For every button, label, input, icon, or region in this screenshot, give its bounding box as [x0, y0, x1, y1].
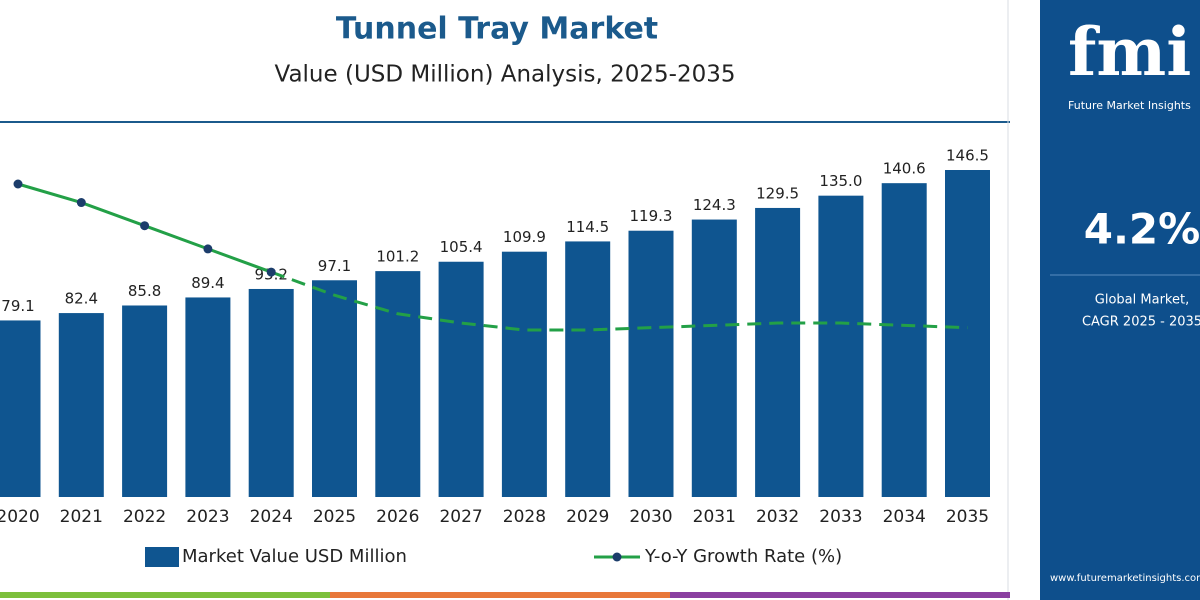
- footer-stripe: [330, 592, 670, 598]
- data-label: 101.2: [376, 248, 419, 266]
- legend-label: Y-o-Y Growth Rate (%): [644, 546, 842, 567]
- bar: [691, 219, 737, 497]
- bar: [58, 313, 104, 497]
- x-tick-label: 2020: [0, 507, 40, 527]
- chart-title: Tunnel Tray Market: [336, 12, 658, 47]
- footer-stripe: [670, 592, 1010, 598]
- cagr-value: 4.2%: [1084, 205, 1200, 254]
- growth-marker: [13, 179, 23, 189]
- growth-marker: [266, 267, 276, 277]
- data-label: 119.3: [630, 207, 673, 225]
- x-tick-label: 2035: [946, 507, 989, 527]
- growth-line: [270, 270, 968, 332]
- logo: fmi: [1068, 13, 1191, 91]
- x-tick-label: 2034: [883, 507, 926, 527]
- x-tick-label: 2028: [503, 507, 546, 527]
- x-tick-label: 2023: [186, 507, 229, 527]
- website: www.futuremarketinsights.com: [1050, 573, 1200, 584]
- data-label: 114.5: [566, 218, 609, 236]
- brand: Future Market Insights: [1068, 99, 1191, 112]
- bar: [628, 230, 674, 497]
- data-label: 79.1: [1, 297, 34, 315]
- x-tick-label: 2031: [693, 507, 736, 527]
- bar: [248, 288, 294, 497]
- data-label: 97.1: [318, 257, 351, 275]
- growth-marker: [76, 198, 86, 208]
- data-label: 109.9: [503, 228, 546, 246]
- data-label: 82.4: [65, 290, 98, 308]
- bar: [565, 241, 611, 497]
- sidebar: [1040, 0, 1200, 600]
- data-label: 146.5: [946, 147, 989, 165]
- x-tick-label: 2027: [439, 507, 482, 527]
- bar: [312, 280, 357, 497]
- data-label: 85.8: [128, 282, 161, 300]
- legend-swatch: [145, 547, 179, 567]
- bar: [185, 297, 231, 497]
- bar: [501, 251, 547, 497]
- caption: CAGR 2025 - 2035: [1082, 315, 1200, 330]
- x-tick-label: 2032: [756, 507, 799, 527]
- growth-marker: [140, 221, 150, 231]
- x-tick-label: 2022: [123, 507, 166, 527]
- x-tick-label: 2033: [819, 507, 862, 527]
- data-label: 129.5: [756, 184, 799, 202]
- x-tick-label: 2026: [376, 507, 419, 527]
- legend-label: Market Value USD Million: [182, 546, 407, 567]
- caption: Global Market,: [1095, 293, 1189, 308]
- x-tick-label: 2024: [250, 507, 293, 527]
- bar: [881, 183, 927, 497]
- data-label: 105.4: [440, 238, 483, 256]
- bar: [122, 305, 168, 497]
- footer-stripe: [0, 592, 330, 598]
- x-tick-label: 2021: [60, 507, 103, 527]
- data-label: 124.3: [693, 196, 736, 214]
- bar: [438, 261, 484, 497]
- x-tick-label: 2025: [313, 507, 356, 527]
- chart-subtitle: Value (USD Million) Analysis, 2025-2035: [275, 62, 736, 88]
- bar: [818, 195, 864, 497]
- bar: [945, 170, 990, 497]
- data-label: 140.6: [883, 160, 926, 178]
- bar: [755, 207, 801, 498]
- growth-marker: [203, 244, 213, 254]
- x-tick-label: 2030: [629, 507, 672, 527]
- x-tick-label: 2029: [566, 507, 609, 527]
- data-label: 135.0: [819, 172, 862, 190]
- data-label: 89.4: [191, 274, 224, 292]
- legend-swatch: [612, 552, 622, 562]
- bar: [0, 320, 41, 497]
- bar: [375, 271, 421, 497]
